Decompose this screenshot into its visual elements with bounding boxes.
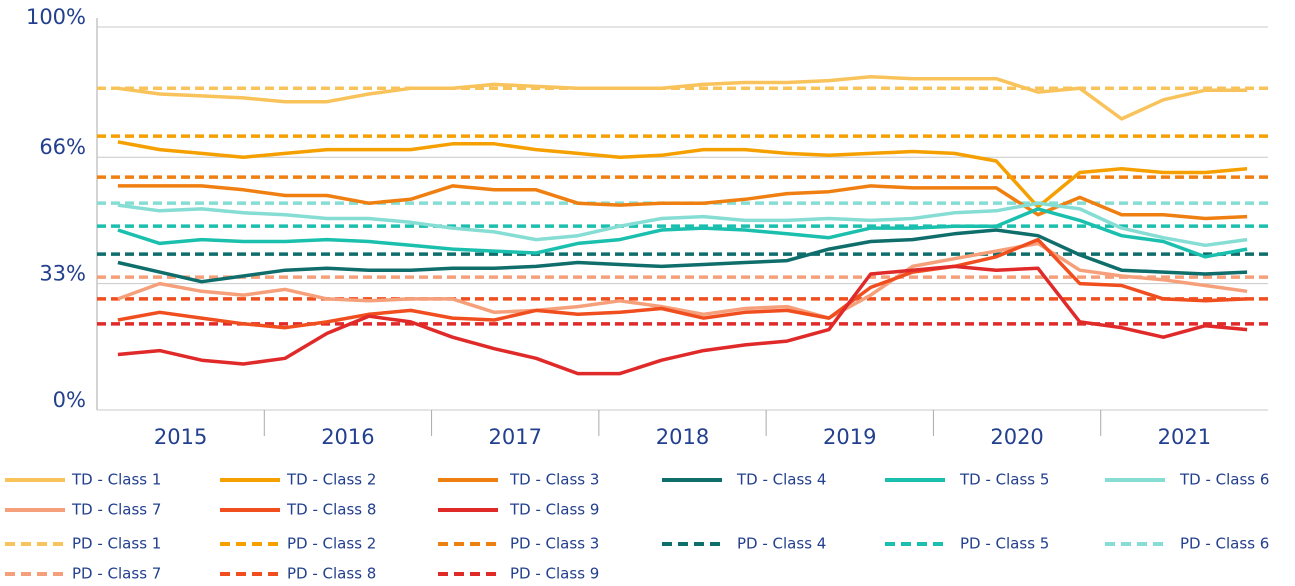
legend-label: PD - Class 9 — [510, 565, 599, 583]
x-tick-label: 2020 — [990, 425, 1043, 449]
series-line — [117, 140, 1248, 209]
x-tick-label: 2018 — [656, 425, 709, 449]
series-line — [117, 201, 1248, 248]
x-tick-label: 2016 — [321, 425, 374, 449]
legend-label: TD - Class 3 — [509, 471, 599, 489]
series-line — [117, 237, 1248, 330]
x-tick-label: 2019 — [823, 425, 876, 449]
x-tick-label: 2015 — [154, 425, 207, 449]
legend-label: TD - Class 1 — [71, 471, 161, 489]
y-tick-label: 33% — [39, 262, 86, 286]
y-tick-label: 66% — [39, 135, 86, 159]
series-line — [117, 264, 1248, 376]
legend-label: PD - Class 2 — [287, 535, 376, 553]
legend-label: PD - Class 5 — [960, 535, 1049, 553]
legend-label: PD - Class 8 — [287, 565, 376, 583]
legend-label: TD - Class 7 — [71, 501, 161, 519]
series-line — [117, 207, 1248, 259]
legend-label: PD - Class 7 — [72, 565, 161, 583]
y-tick-label: 100% — [26, 5, 86, 29]
legend-label: PD - Class 1 — [72, 535, 161, 553]
legend-label: PD - Class 4 — [737, 535, 826, 553]
legend-label: PD - Class 3 — [510, 535, 599, 553]
series-line — [117, 75, 1248, 121]
legend-label: PD - Class 6 — [1180, 535, 1269, 553]
legend-label: TD - Class 2 — [286, 471, 376, 489]
series-line — [117, 241, 1248, 320]
series-line — [117, 228, 1248, 284]
legend-label: TD - Class 6 — [1179, 471, 1269, 489]
legend-label: TD - Class 5 — [959, 471, 1049, 489]
legend-label: TD - Class 8 — [286, 501, 376, 519]
x-tick-label: 2017 — [488, 425, 541, 449]
legend-label: TD - Class 9 — [509, 501, 599, 519]
y-tick-label: 0% — [53, 388, 86, 412]
legend-label: TD - Class 4 — [736, 471, 826, 489]
x-tick-label: 2021 — [1158, 425, 1211, 449]
